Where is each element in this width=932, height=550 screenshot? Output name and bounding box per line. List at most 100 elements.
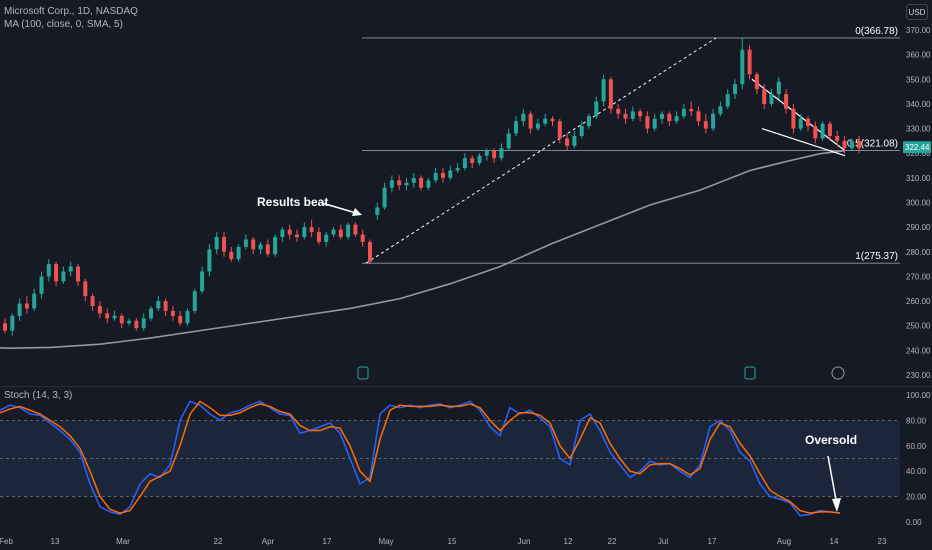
annotation-oversold: Oversold: [805, 433, 857, 447]
candle-body: [521, 113, 526, 122]
candle-body: [192, 291, 197, 311]
earnings-icon: [744, 366, 756, 380]
candle-body: [324, 234, 329, 242]
price-tick-label: 270.00: [906, 272, 931, 281]
candle-body: [492, 150, 497, 159]
price-tick-label: 290.00: [906, 223, 931, 232]
x-tick-label: 17: [708, 537, 717, 546]
candle-body: [309, 227, 314, 233]
candle-body: [375, 207, 380, 215]
stoch-tick-label: 80.00: [906, 416, 927, 425]
candle-body: [849, 140, 854, 149]
candle-body: [798, 118, 803, 129]
candle-body: [24, 303, 29, 309]
candle-body: [681, 108, 686, 117]
candle-body: [46, 264, 51, 277]
candle-body: [134, 320, 139, 329]
candle-body: [273, 237, 278, 255]
x-tick-label: 23: [878, 537, 887, 546]
candle-body: [156, 301, 161, 309]
candle-body: [338, 229, 343, 237]
candle-body: [295, 234, 299, 237]
candle-body: [587, 116, 591, 127]
candle-body: [441, 172, 445, 178]
x-tick-label: Feb: [0, 537, 13, 546]
candle-body: [499, 148, 504, 159]
x-tick-label: 14: [830, 537, 839, 546]
price-tick-label: 250.00: [906, 322, 931, 331]
candle-body: [200, 271, 205, 292]
price-tick-label: 300.00: [906, 199, 931, 208]
candle-body: [236, 246, 241, 260]
candle-body: [806, 118, 810, 127]
candle-body: [83, 281, 88, 297]
candle-body: [857, 140, 862, 149]
candle-body: [353, 224, 358, 235]
candle-body: [39, 276, 44, 294]
candle-body: [725, 94, 730, 107]
candle-body: [243, 239, 248, 247]
currency-button[interactable]: USD: [906, 4, 928, 20]
candle-body: [97, 306, 102, 314]
price-tick-label: 370.00: [906, 26, 931, 35]
candle-body: [170, 310, 175, 316]
candle-body: [411, 177, 416, 183]
candle-body: [820, 123, 825, 139]
candle-body: [141, 318, 146, 329]
current-price-label: 322.44: [905, 143, 930, 152]
candle-body: [251, 239, 256, 250]
candle-body: [835, 135, 840, 141]
candle-body: [433, 172, 438, 181]
stoch-tick-label: 60.00: [906, 442, 927, 451]
candle-body: [404, 182, 409, 186]
candle-body: [579, 126, 584, 136]
candle-body: [674, 116, 679, 122]
x-tick-label: May: [378, 537, 393, 546]
x-tick-label: Mar: [116, 537, 130, 546]
candle-body: [331, 229, 336, 235]
candle-body: [842, 140, 847, 149]
current-price-badge: [903, 141, 931, 154]
candle-body: [455, 168, 460, 171]
candle-body: [419, 177, 424, 188]
candle-body: [696, 111, 701, 122]
candle-body: [703, 121, 708, 129]
candle-body: [280, 229, 285, 237]
candle-body: [769, 94, 774, 104]
candle-body: [689, 108, 694, 112]
annotation-arrow: [827, 455, 837, 501]
annotation-arrow: [321, 202, 357, 214]
price-tick-label: 340.00: [906, 100, 931, 109]
candle-body: [506, 133, 511, 149]
price-tick-label: 240.00: [906, 346, 931, 355]
candle-body: [265, 244, 270, 255]
candle-body: [389, 180, 394, 188]
ma-line: [0, 149, 846, 349]
x-tick-label: Aug: [777, 537, 791, 546]
x-axis-bg: [0, 530, 932, 550]
candle-body: [660, 113, 664, 119]
x-tick-label: 15: [448, 537, 457, 546]
candle-body: [316, 232, 321, 242]
candle-body: [105, 313, 110, 319]
candle-body: [565, 138, 570, 146]
candle-body: [470, 158, 475, 164]
candle-body: [557, 121, 562, 139]
candle-body: [214, 237, 219, 250]
candle-body: [645, 116, 650, 129]
candle-body: [346, 224, 351, 237]
price-tick-label: 330.00: [906, 125, 931, 134]
candle-body: [813, 126, 818, 139]
flash-event-icon: [831, 366, 845, 380]
candle-body: [740, 49, 745, 85]
candle-body: [207, 249, 212, 272]
ma-legend: MA (100, close, 0, SMA, 5): [4, 19, 123, 30]
panel-separator: [0, 386, 932, 387]
candle-body: [594, 101, 599, 117]
candle-body: [733, 84, 737, 95]
symbol-title: Microsoft Corp., 1D, NASDAQ: [4, 6, 138, 17]
stoch-legend: Stoch (14, 3, 3): [4, 390, 73, 401]
price-tick-label: 230.00: [906, 371, 931, 380]
candle-body: [149, 308, 153, 319]
